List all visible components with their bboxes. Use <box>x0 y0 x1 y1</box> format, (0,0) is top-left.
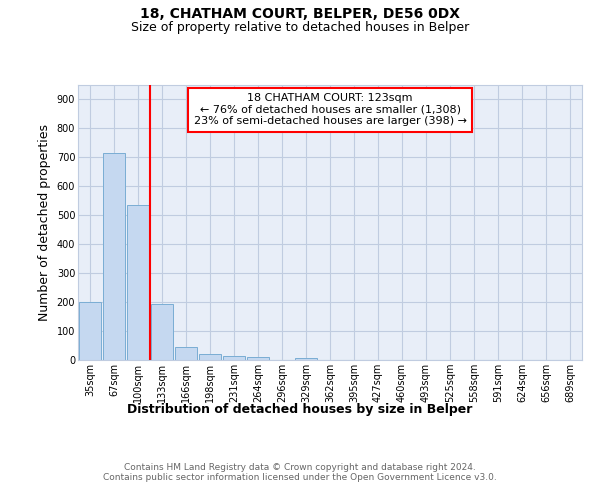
Text: Size of property relative to detached houses in Belper: Size of property relative to detached ho… <box>131 21 469 34</box>
Bar <box>295 358 317 360</box>
Bar <box>223 356 245 360</box>
Bar <box>199 354 221 360</box>
Bar <box>79 302 101 360</box>
Bar <box>247 357 269 360</box>
Text: Distribution of detached houses by size in Belper: Distribution of detached houses by size … <box>127 402 473 415</box>
Text: 18, CHATHAM COURT, BELPER, DE56 0DX: 18, CHATHAM COURT, BELPER, DE56 0DX <box>140 8 460 22</box>
Text: Contains HM Land Registry data © Crown copyright and database right 2024.
Contai: Contains HM Land Registry data © Crown c… <box>103 462 497 482</box>
Bar <box>103 153 125 360</box>
Bar <box>151 304 173 360</box>
Bar <box>175 347 197 360</box>
Y-axis label: Number of detached properties: Number of detached properties <box>38 124 51 321</box>
Text: 18 CHATHAM COURT: 123sqm
← 76% of detached houses are smaller (1,308)
23% of sem: 18 CHATHAM COURT: 123sqm ← 76% of detach… <box>193 93 467 126</box>
Bar <box>127 205 149 360</box>
